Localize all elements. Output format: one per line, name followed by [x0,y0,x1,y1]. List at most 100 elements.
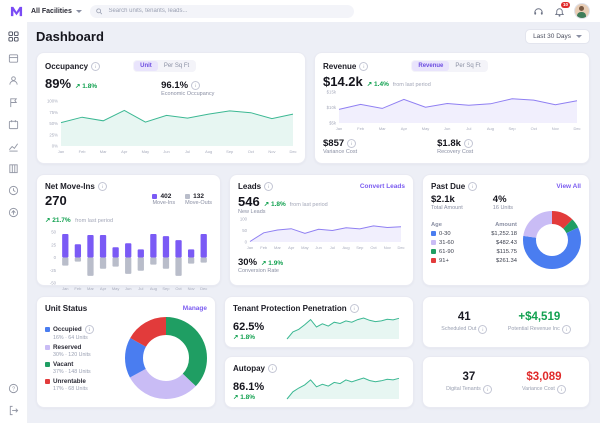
sidebar-item-help[interactable]: ? [7,382,20,395]
svg-text:Jan: Jan [247,245,253,250]
svg-text:Oct: Oct [248,149,255,154]
convert-leads-link[interactable]: Convert Leads [359,183,405,190]
sidebar-item-history[interactable] [7,184,20,197]
user-avatar[interactable] [574,3,590,19]
sidebar-item-calendar[interactable] [7,118,20,131]
sidebar-item-gate[interactable] [7,162,20,175]
info-icon[interactable]: i [482,384,492,394]
revenue-change: 1.4% [374,81,389,88]
svg-text:Feb: Feb [74,286,82,291]
conversion-rate-value: 30% [238,257,258,268]
svg-text:Feb: Feb [79,149,87,154]
autopay-card: Autopay i 86.1% ↗ 1.8% [224,356,414,408]
leads-card: Leads i Convert Leads 546 ↗ 1.8% from la… [229,174,414,286]
info-icon[interactable]: i [91,61,101,71]
search-box[interactable] [89,4,354,18]
manage-link[interactable]: Manage [182,305,207,312]
svg-text:Oct: Oct [175,286,182,291]
net-move-ins-bar-chart: 50 25 0 -25 -50 Jan Feb Mar Apr May Jun Jul Aug Sep Oc… [45,229,212,296]
toggle-unit[interactable]: Unit [134,61,158,71]
digital-tenants-label: Digital Tenants [446,386,481,392]
trend-up-icon: ↗ [366,81,373,88]
info-icon[interactable]: i [463,139,473,148]
info-icon[interactable]: i [349,304,359,313]
info-icon[interactable]: i [264,182,274,191]
svg-text:Feb: Feb [260,245,268,250]
svg-text:50: 50 [51,230,56,235]
trend-up-icon: ↗ [233,393,239,401]
trend-up-icon: ↗ [45,217,51,224]
sidebar-item-sync[interactable] [7,206,20,219]
svg-text:100: 100 [240,217,248,222]
net-move-ins-change: 21.7% [52,217,71,224]
info-icon[interactable]: i [84,325,94,334]
logout-icon [9,405,19,416]
revenue-title: Revenue [323,61,357,71]
potential-revenue-value: +$4,519 [518,310,561,323]
toggle-per-sqft[interactable]: Per Sq Ft [455,63,481,69]
toggle-per-sqft[interactable]: Per Sq Ft [163,63,190,69]
unit-status-title: Unit Status [45,304,88,313]
facility-label: All Facilities [31,7,72,15]
trend-up-icon: ↗ [263,201,270,208]
svg-text:Nov: Nov [188,286,195,291]
revenue-toggle: Revenue Per Sq Ft [411,60,488,72]
svg-text:Sep: Sep [356,245,364,250]
revenue-chart: $15k $10k $5k Jan Feb Mar Apr May Jun Jul Aug Sep Oc… [323,89,581,136]
legend-swatch [45,379,50,384]
notifications-button[interactable]: 10 [553,1,570,18]
bucket-swatch [431,240,436,245]
view-all-link[interactable]: View All [556,183,581,190]
sidebar-item-leads[interactable] [7,96,20,109]
svg-text:$10k: $10k [327,105,337,110]
svg-text:25%: 25% [49,132,58,137]
svg-text:Dec: Dec [200,286,207,291]
facility-selector[interactable]: All Facilities [31,8,82,15]
search-input[interactable] [106,7,348,15]
info-icon[interactable]: i [268,364,277,373]
tenant-protection-title: Tenant Protection Penetration [233,304,347,313]
svg-text:Jul: Jul [185,149,190,154]
new-leads-label: New Leads [238,209,266,215]
support-button[interactable] [532,5,545,18]
occupancy-toggle: Unit Per Sq Ft [133,60,197,72]
info-icon[interactable]: i [359,61,369,71]
conversion-rate-change: 1.9% [268,260,284,267]
info-icon[interactable]: i [468,182,478,191]
sidebar-item-units[interactable] [7,52,20,65]
occupancy-title: Occupancy [45,61,89,71]
sidebar-item-logout[interactable] [7,404,20,417]
info-icon[interactable]: i [97,182,107,191]
date-range-label: Last 30 Days [533,33,571,40]
svg-text:-25: -25 [50,268,57,273]
svg-text:Mar: Mar [274,245,282,250]
sidebar-item-dashboard[interactable] [7,30,20,43]
svg-text:$5k: $5k [329,121,337,126]
info-icon[interactable]: i [561,324,571,334]
info-icon[interactable]: i [191,81,201,90]
scheduled-out-value: 41 [457,310,471,323]
info-icon[interactable]: i [478,324,488,334]
date-range-selector[interactable]: Last 30 Days [525,29,590,44]
legend-vacant: Vacant 37% · 148 Units [45,361,117,375]
past-due-donut-chart [523,211,581,274]
bucket-swatch [431,231,436,236]
autopay-sparkline [285,375,403,406]
net-move-ins-title: Net Move-Ins [45,182,95,191]
info-icon[interactable]: i [556,384,566,394]
svg-text:Jun: Jun [125,286,131,291]
sidebar-item-tenants[interactable] [7,74,20,87]
svg-text:Jan: Jan [336,126,342,131]
calendar-icon [8,120,19,130]
svg-text:Nov: Nov [384,245,391,250]
variance-cost-label: Variance Cost [521,386,555,392]
bucket-swatch [431,249,436,254]
past-due-table: Age Amount 0-30 $1,252.18 31-60 $482.43 [431,219,517,267]
topbar-actions: 10 [532,1,590,19]
legend-swatch [45,362,50,367]
svg-text:Jan: Jan [58,149,64,154]
toggle-revenue[interactable]: Revenue [412,61,450,71]
sidebar-item-reports[interactable] [7,140,20,153]
info-icon[interactable]: i [347,139,357,148]
